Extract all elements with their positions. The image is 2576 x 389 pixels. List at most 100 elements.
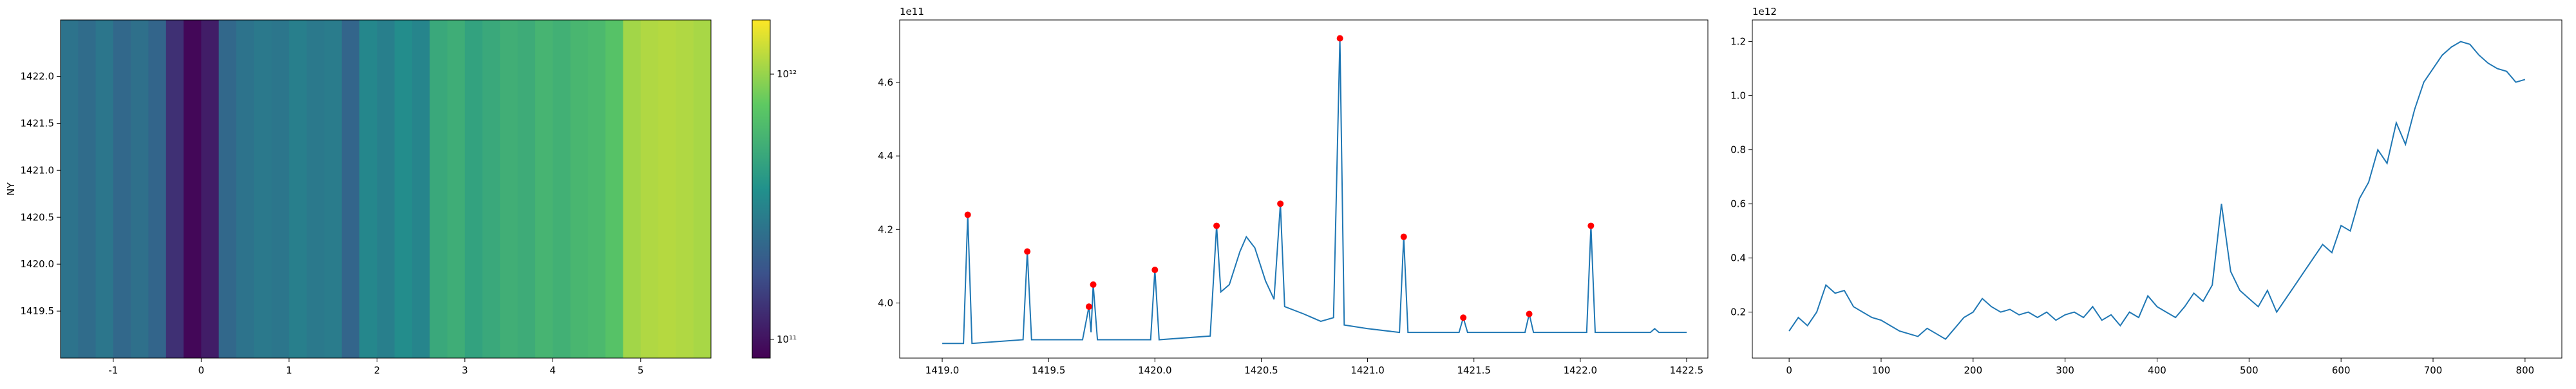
x-tick-label: 700: [2424, 365, 2443, 376]
colorbar-tick-label: 10¹¹: [777, 334, 797, 345]
heatmap-cell: [95, 20, 114, 358]
y-tick-label: 4.2: [878, 223, 893, 235]
x-tick-label: 800: [2516, 365, 2535, 376]
heatmap-cell: [430, 20, 448, 358]
peak-marker: [1400, 233, 1407, 240]
y-tick-label: 4.4: [878, 150, 893, 162]
y-tick-label: 4.0: [878, 297, 893, 308]
heatmap-cell: [658, 20, 676, 358]
colorbar: [752, 19, 771, 359]
x-tick-label: 200: [1964, 365, 1982, 376]
y-tick-label: 1.0: [1730, 90, 1746, 102]
colorbar-tick-label: 10¹²: [777, 68, 797, 80]
x-tick-label: 3: [462, 365, 468, 376]
x-tick-label: 2: [374, 365, 381, 376]
x-tick-label: 5: [638, 365, 644, 376]
y-tick-label: 4.6: [878, 77, 893, 88]
x-tick-label: 1422.0: [1564, 365, 1598, 376]
y-tick-label: 1422.0: [21, 71, 55, 82]
y-tick-label: 0.2: [1730, 307, 1746, 318]
heatmap-cell: [307, 20, 325, 358]
heatmap-cell: [148, 20, 167, 358]
x-tick-label: 1420.5: [1244, 365, 1278, 376]
peak-marker: [964, 211, 971, 218]
heatmap-cell: [676, 20, 694, 358]
peak-marker: [1151, 267, 1159, 274]
x-tick-label: 500: [2240, 365, 2259, 376]
heatmap-cell: [640, 20, 659, 358]
peak-marker: [1024, 248, 1031, 255]
x-tick-label: 0: [198, 365, 205, 376]
heatmap-cell: [500, 20, 518, 358]
heatmap-cell: [570, 20, 589, 358]
offset-text: 1e11: [900, 6, 924, 17]
y-tick-label: 0.6: [1730, 198, 1746, 210]
peak-marker: [1085, 303, 1092, 310]
x-tick-label: 1422.5: [1670, 365, 1704, 376]
x-tick-label: 0: [1786, 365, 1792, 376]
x-tick-label: 1421.5: [1457, 365, 1491, 376]
y-tick-label: 1.2: [1730, 36, 1746, 48]
heatmap-cell: [482, 20, 500, 358]
heatmap-cell: [394, 20, 413, 358]
heatmap-cell: [341, 20, 360, 358]
heatmap-cell: [517, 20, 536, 358]
heatmap-cell: [166, 20, 184, 358]
heatmap-cell: [113, 20, 131, 358]
y-tick-label: 1420.5: [21, 211, 55, 223]
heatmap-cell: [184, 20, 202, 358]
heatmap-cell: [236, 20, 254, 358]
x-tick-label: 300: [2056, 365, 2074, 376]
heatmap-cell: [289, 20, 307, 358]
heatmap-cell: [324, 20, 343, 358]
heatmap-cell: [623, 20, 641, 358]
x-tick-label: 600: [2332, 365, 2351, 376]
heatmap-cell: [587, 20, 606, 358]
y-tick-label: 1420.0: [21, 258, 55, 270]
heatmap-cell: [254, 20, 272, 358]
x-tick-label: 1420.0: [1138, 365, 1172, 376]
heatmap-cell: [553, 20, 571, 358]
x-tick-label: 1419.0: [925, 365, 960, 376]
x-tick-label: 1419.5: [1032, 365, 1066, 376]
x-tick-label: 1: [286, 365, 292, 376]
peak-marker: [1587, 222, 1595, 229]
plot-frame: [60, 19, 712, 359]
heatmap-cell: [218, 20, 237, 358]
heatmap-cell: [359, 20, 377, 358]
heatmap-cell: [412, 20, 430, 358]
peak-marker: [1213, 222, 1220, 229]
heatmap-cell: [693, 20, 712, 358]
x-tick-label: -1: [108, 365, 118, 376]
peak-marker: [1460, 314, 1467, 321]
peak-marker: [1526, 310, 1533, 318]
plot-frame: [899, 19, 1709, 359]
peak-marker: [1277, 200, 1284, 207]
peak-marker: [1336, 35, 1343, 42]
y-tick-label: 0.4: [1730, 252, 1746, 264]
x-tick-label: 4: [550, 365, 556, 376]
heatmap-cell: [271, 20, 290, 358]
heatmap-cell: [535, 20, 553, 358]
peak-marker: [1090, 281, 1097, 288]
line: [1788, 41, 2526, 340]
offset-text: 1e12: [1752, 6, 1777, 17]
heatmap-cell: [131, 20, 149, 358]
x-tick-label: 100: [1872, 365, 1891, 376]
heatmap-cell: [605, 20, 624, 358]
y-tick-label: 1421.5: [21, 117, 55, 129]
heatmap-cell: [464, 20, 483, 358]
heatmap-cell: [61, 20, 79, 358]
heatmap-cell: [377, 20, 395, 358]
heatmap-cell: [447, 20, 466, 358]
y-tick-label: 1419.5: [21, 305, 55, 317]
y-tick-label: 0.8: [1730, 144, 1746, 156]
x-tick-label: 1421.0: [1350, 365, 1385, 376]
heatmap-cell: [78, 20, 97, 358]
heatmap-cell: [201, 20, 220, 358]
x-tick-label: 400: [2148, 365, 2166, 376]
y-axis-label: NY: [5, 182, 17, 195]
y-tick-label: 1421.0: [21, 164, 55, 176]
